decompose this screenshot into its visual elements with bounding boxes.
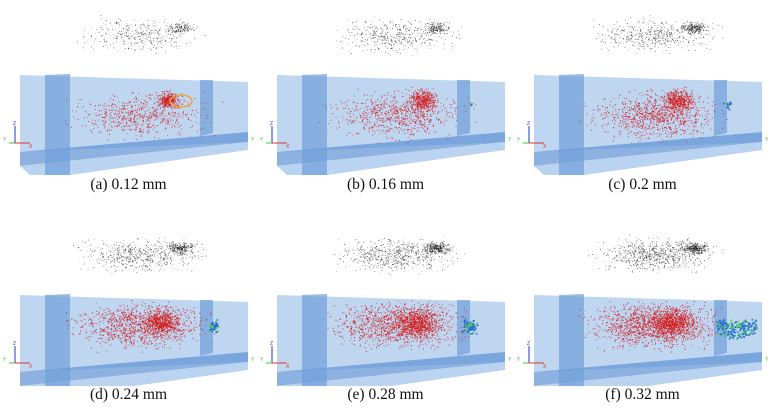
figure-panel-d: Z X Y Y (d) 0.24 mm	[0, 210, 257, 420]
acoustic-emission-point-cloud	[592, 15, 724, 54]
red-particle-cloud	[65, 89, 224, 141]
axis-triad-icon: Z X Y Y	[260, 341, 512, 370]
damage-cluster	[470, 103, 474, 107]
axis-x-label: X	[286, 364, 290, 370]
red-particle-cloud	[66, 300, 218, 353]
specimen-box	[534, 294, 762, 386]
red-particle-cloud	[578, 300, 725, 353]
figure-panel-f: Z X Y Y (f) 0.32 mm	[514, 210, 771, 420]
axis-triad-icon: Z X Y Y	[517, 341, 769, 370]
axis-y-label-right: Y	[508, 357, 512, 363]
axis-y-label-right: Y	[765, 357, 769, 363]
acoustic-emission-point-cloud	[334, 235, 466, 276]
red-particle-cloud	[327, 300, 470, 352]
axis-z-label: Z	[270, 121, 273, 127]
acoustic-emission-point-cloud	[335, 16, 462, 56]
axis-y-label: Y	[260, 357, 264, 363]
panel-caption: (a) 0.12 mm	[90, 176, 167, 193]
axis-y-label: Y	[3, 137, 7, 143]
panel-caption: (b) 0.16 mm	[346, 176, 425, 193]
axis-y-label: Y	[3, 357, 7, 363]
specimen-box	[277, 294, 505, 386]
axis-triad-icon: Z X Y Y	[3, 341, 255, 370]
highlight-ellipse	[169, 94, 193, 108]
axis-y-label: Y	[260, 137, 264, 143]
axis-y-label-right: Y	[508, 137, 512, 143]
axis-triad-icon: Z X Y Y	[3, 121, 255, 150]
damage-cluster	[462, 319, 479, 335]
axis-z-label: Z	[527, 121, 530, 127]
axis-triad-icon: Z X Y Y	[260, 121, 512, 150]
simulation-render: Z X Y Y	[517, 15, 769, 175]
damage-cluster	[208, 319, 220, 334]
axis-y-label: Y	[517, 357, 521, 363]
axis-x-label: X	[286, 144, 290, 150]
figure-panel-a: Z X Y Y (a) 0.12 mm	[0, 0, 257, 210]
figure-panel-e: Z X Y Y (e) 0.28 mm	[257, 210, 514, 420]
panel-caption: (c) 0.2 mm	[608, 176, 677, 193]
axis-x-label: X	[29, 364, 33, 370]
axis-z-label: Z	[13, 341, 16, 347]
damage-cluster	[722, 101, 733, 111]
acoustic-emission-point-cloud	[73, 237, 206, 275]
panel-caption: (d) 0.24 mm	[89, 386, 168, 403]
axis-y-label-right: Y	[251, 137, 255, 143]
red-particle-cloud	[579, 86, 736, 144]
damage-cluster	[716, 319, 758, 340]
axis-x-label: X	[543, 364, 547, 370]
axis-z-label: Z	[527, 341, 530, 347]
axis-y-label-right: Y	[251, 357, 255, 363]
panel-caption: (f) 0.32 mm	[605, 386, 680, 403]
figure-panel-b: Z X Y Y (b) 0.16 mm	[257, 0, 514, 210]
simulation-render: Z X Y Y	[260, 235, 512, 386]
red-particle-cloud	[318, 86, 477, 145]
axis-x-label: X	[29, 144, 33, 150]
axis-y-label-right: Y	[765, 137, 769, 143]
acoustic-emission-point-cloud	[77, 14, 206, 54]
specimen-box	[534, 74, 762, 175]
axis-z-label: Z	[270, 341, 273, 347]
acoustic-emission-point-cloud	[588, 234, 724, 273]
axis-y-label: Y	[517, 137, 521, 143]
axis-x-label: X	[543, 144, 547, 150]
specimen-box	[20, 74, 248, 175]
simulation-render: Z X Y Y	[3, 14, 255, 175]
simulation-render: Z X Y Y	[260, 16, 512, 175]
axis-triad-icon: Z X Y Y	[517, 121, 769, 150]
figure-panel-c: Z X Y Y (c) 0.2 mm	[514, 0, 771, 210]
axis-z-label: Z	[13, 121, 16, 127]
panel-caption: (e) 0.28 mm	[347, 386, 424, 403]
simulation-render: Z X Y Y	[3, 237, 255, 386]
specimen-box	[277, 74, 505, 175]
simulation-render: Z X Y Y	[517, 234, 769, 386]
